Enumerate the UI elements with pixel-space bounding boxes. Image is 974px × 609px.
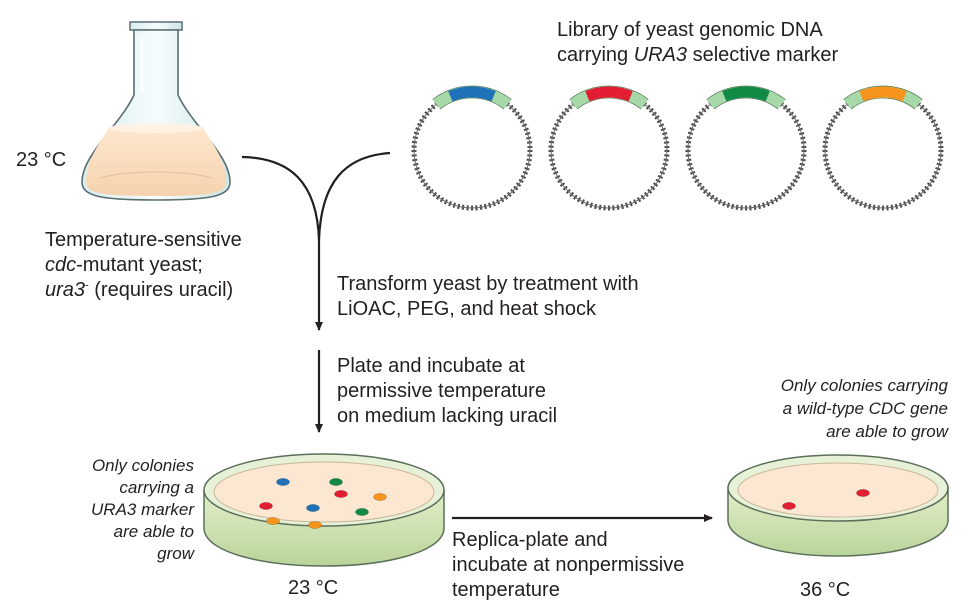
- colony: [266, 517, 280, 525]
- colony: [276, 478, 290, 486]
- right-dish-temperature: 36 °C: [800, 579, 851, 601]
- replica-line1: Replica-plate and: [452, 529, 608, 551]
- plasmid-library: [411, 85, 944, 211]
- genomic-insert: [448, 86, 496, 102]
- strain-line2-rest: -mutant yeast;: [76, 254, 203, 276]
- strain-line2: cdc-mutant yeast;: [45, 253, 203, 278]
- transform-line2: LiOAC, PEG, and heat shock: [337, 298, 597, 320]
- plate-line3: on medium lacking uracil: [337, 405, 558, 427]
- left-note-line4: are able to: [113, 522, 194, 541]
- strain-line3: ura3- (requires uracil): [45, 278, 233, 303]
- replica-line2: incubate at nonpermissive: [452, 554, 685, 576]
- right-note-line2: a wild-type CDC gene: [782, 399, 948, 418]
- strain-ura3-sup: -: [85, 279, 89, 292]
- left-note-line3: URA3 marker: [91, 500, 194, 519]
- library-label-line2: carrying URA3 selective marker: [557, 43, 838, 68]
- colony: [782, 502, 796, 510]
- right-note-line3: are able to grow: [826, 422, 948, 441]
- plasmid-icon: [685, 85, 807, 211]
- left-note-line5: grow: [157, 544, 194, 563]
- colony: [259, 502, 273, 510]
- colonies-right: [782, 489, 870, 510]
- plasmid-icon: [548, 85, 670, 211]
- left-dish-temperature: 23 °C: [288, 577, 339, 599]
- strain-line3-rest: (requires uracil): [88, 279, 234, 301]
- library-line2-suffix: selective marker: [687, 44, 839, 66]
- plate-line1: Plate and incubate at: [337, 355, 525, 377]
- strain-line1: Temperature-sensitive: [45, 229, 242, 251]
- left-note-line1: Only colonies: [91, 456, 194, 475]
- plasmid-icon: [822, 85, 944, 211]
- petri-dish-right-icon: [727, 454, 949, 557]
- left-note-line2: carrying a: [119, 478, 194, 497]
- merge-arrow: [241, 151, 391, 331]
- genomic-insert: [859, 86, 907, 102]
- genomic-insert: [585, 86, 633, 102]
- strain-ura3: ura3: [45, 279, 86, 301]
- strain-cdc: cdc: [45, 254, 77, 276]
- colony: [856, 489, 870, 497]
- replica-line3: temperature: [452, 579, 560, 601]
- colony: [355, 508, 369, 516]
- library-line1-text: Library of yeast genomic DNA: [557, 19, 823, 41]
- library-marker-name: URA3: [633, 44, 688, 66]
- flask-temperature: 23 °C: [16, 149, 67, 171]
- plasmid-icon: [411, 85, 533, 211]
- colony: [306, 504, 320, 512]
- library-line2-prefix: carrying: [557, 44, 634, 66]
- transform-line1: Transform yeast by treatment with: [337, 273, 639, 295]
- colony: [373, 493, 387, 501]
- colony: [334, 490, 348, 498]
- plate-line2: permissive temperature: [337, 380, 546, 402]
- colonies-left: [259, 478, 387, 529]
- colony: [308, 521, 322, 529]
- right-note-line1: Only colonies carrying: [780, 376, 948, 395]
- library-label-line1: Library of yeast genomic DNA: [557, 18, 823, 43]
- colony: [329, 478, 343, 486]
- erlenmeyer-flask-icon: [81, 21, 231, 201]
- petri-dish-left-icon: [203, 453, 445, 567]
- genomic-insert: [722, 86, 770, 102]
